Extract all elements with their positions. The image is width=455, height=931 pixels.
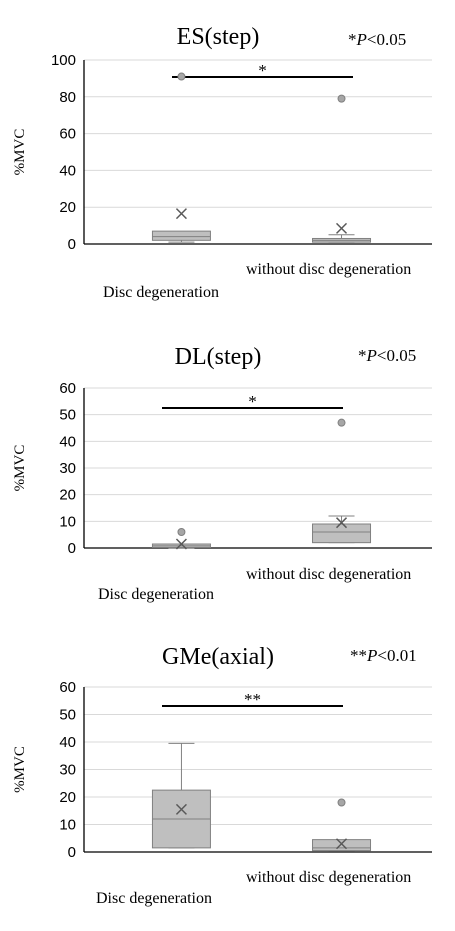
mean-marker [335,222,348,234]
box-2 [312,94,372,243]
y-tick-label: 60 [59,380,76,397]
y-tick-label: 80 [59,89,76,106]
category-label: without disc degeneration [246,566,411,583]
p-value-label: *P<0.05 [348,30,406,49]
y-tick-label: 0 [68,844,76,861]
outlier-point [337,94,346,103]
box-iqr [312,839,372,852]
p-value-label: *P<0.05 [358,346,416,365]
y-tick-label: 10 [59,513,76,530]
category-label: without disc degeneration [246,261,411,278]
y-tick-label: 60 [59,126,76,143]
significance-marker: * [248,392,257,411]
category-label: Disc degeneration [103,284,219,301]
mean-marker [335,517,348,529]
y-tick-label: 50 [59,407,76,424]
chart-2: 0 10 20 30 40 50 60 %MVC DL(step) *P<0.05 * Disc de… [12,344,432,603]
y-tick-label: 30 [59,762,76,779]
y-axis-label: %MVC [12,445,28,492]
mean-marker [175,803,187,815]
chart-1: 0 20 40 60 80 100 %MVC ES(step) *P<0.05 * Disc deg… [12,24,432,301]
box-2 [312,798,372,852]
outlier-point [337,418,346,427]
category-label: without disc degeneration [246,869,411,886]
y-tick-label: 30 [59,460,76,477]
y-tick-label: 40 [59,162,76,179]
box-1 [151,742,211,849]
outlier-point [177,528,186,536]
chart-title: ES(step) [177,24,260,50]
y-tick-label: 20 [59,487,76,504]
y-tick-label: 20 [59,199,76,216]
significance-marker: * [258,61,267,80]
y-tick-label: 50 [59,707,76,724]
box-2 [312,418,372,544]
y-tick-label: 40 [59,734,76,751]
chart-title: DL(step) [175,344,262,370]
y-tick-label: 10 [59,817,76,834]
y-tick-label: 0 [68,540,76,557]
y-tick-label: 20 [59,789,76,806]
box-iqr [151,230,211,241]
box-iqr [312,523,372,544]
significance-marker: ** [244,690,261,709]
outlier-point [177,72,186,81]
mean-marker [175,208,187,220]
box-1 [151,528,211,550]
outlier-point [337,798,346,807]
y-axis-label: %MVC [12,746,28,793]
p-value-label: **P<0.01 [350,646,417,665]
mean-marker [175,538,187,550]
mean-marker [335,838,348,850]
category-label: Disc degeneration [98,586,214,603]
box-1 [151,72,211,243]
y-axis-label: %MVC [12,129,28,176]
y-tick-label: 100 [51,52,76,69]
chart-3: 0 10 20 30 40 50 60 %MVC GMe(axial) **P<0.01 ** Dis… [12,644,432,907]
y-tick-label: 40 [59,433,76,450]
y-tick-label: 0 [68,236,76,253]
y-tick-label: 60 [59,679,76,696]
chart-title: GMe(axial) [162,644,274,670]
category-label: Disc degeneration [96,890,212,907]
